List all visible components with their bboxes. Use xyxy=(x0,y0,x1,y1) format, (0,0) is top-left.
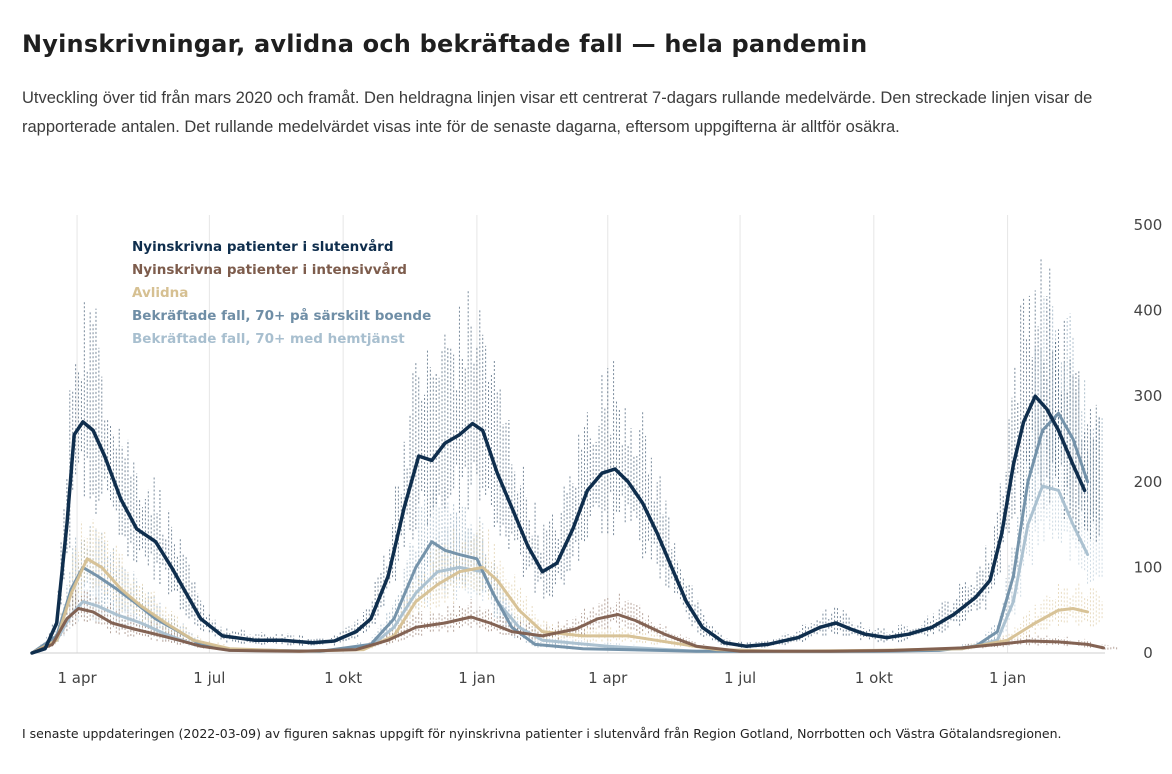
x-tick-label: 1 apr xyxy=(588,669,628,687)
x-tick-label: 1 apr xyxy=(57,669,97,687)
vertical-grid xyxy=(32,215,1105,654)
x-tick-label: 1 jan xyxy=(989,669,1026,687)
reported-values-layer xyxy=(40,258,1118,650)
y-tick-label: 200 xyxy=(1134,473,1163,491)
x-tick-label: 1 okt xyxy=(324,669,362,687)
series-line xyxy=(30,484,1090,655)
legend-item: Nyinskrivna patienter i slutenvård xyxy=(132,238,394,255)
series-line xyxy=(30,607,1105,655)
legend-item: Nyinskrivna patienter i intensivvård xyxy=(132,261,407,278)
x-tick-label: 1 jan xyxy=(458,669,495,687)
y-tick-label: 300 xyxy=(1134,387,1163,405)
rolling-average-layer xyxy=(30,394,1105,655)
x-axis: 1 apr 1 jul 1 okt 1 jan 1 apr 1 jul 1 okt 1 jan xyxy=(57,669,1026,687)
x-tick-label: 1 okt xyxy=(855,669,893,687)
x-tick-label: 1 jul xyxy=(724,669,756,687)
chart-title: Nyinskrivningar, avlidna och bekräftade … xyxy=(22,30,868,58)
y-tick-label: 0 xyxy=(1143,644,1153,662)
legend-item: Bekräftade fall, 70+ med hemtjänst xyxy=(132,331,405,347)
y-tick-label: 400 xyxy=(1134,302,1163,320)
y-axis: 0 100 200 300 400 500 xyxy=(1134,216,1163,662)
series-line xyxy=(30,557,1090,655)
x-tick-label: 1 jul xyxy=(193,669,225,687)
reported-series xyxy=(46,258,1100,649)
chart-subtitle: Utveckling över tid från mars 2020 och f… xyxy=(22,89,1093,136)
legend: Nyinskrivna patienter i slutenvård Nyinsk… xyxy=(132,238,431,347)
series-line xyxy=(30,394,1087,655)
legend-item: Bekräftade fall, 70+ på särskilt boende xyxy=(132,307,431,324)
footnote: I senaste uppdateringen (2022-03-09) av … xyxy=(22,726,1062,741)
y-tick-label: 500 xyxy=(1134,216,1163,234)
reported-series xyxy=(40,296,1103,650)
y-tick-label: 100 xyxy=(1134,558,1163,576)
legend-item: Avlidna xyxy=(132,285,188,301)
series-line xyxy=(30,411,1090,655)
